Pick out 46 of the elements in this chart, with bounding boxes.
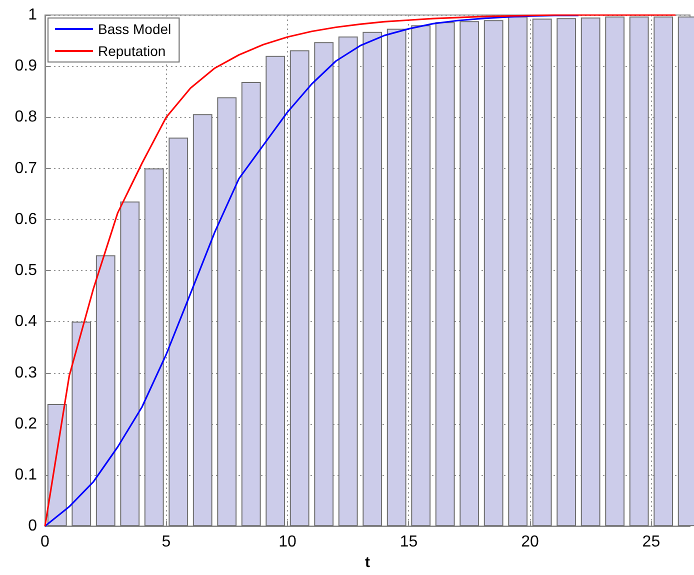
bar: [386, 28, 406, 526]
bar: [338, 36, 358, 526]
bar: [96, 255, 116, 526]
bar: [290, 50, 310, 526]
bar: [144, 168, 164, 526]
x-tick-label: 20: [521, 534, 539, 551]
legend-label: Reputation: [98, 43, 166, 59]
bar: [411, 25, 431, 526]
bar: [654, 16, 674, 526]
legend-label: Bass Model: [98, 21, 172, 37]
x-tick-label: 15: [400, 534, 418, 551]
bar: [460, 21, 480, 526]
x-axis-title: t: [365, 554, 370, 571]
bar: [72, 322, 92, 526]
y-tick-label: 0.6: [14, 210, 38, 228]
y-tick-label: 0.7: [14, 160, 38, 177]
bar: [362, 32, 382, 526]
bar: [47, 404, 67, 526]
y-tick-label: 0.8: [14, 108, 38, 126]
bar: [217, 97, 237, 526]
bar: [168, 138, 188, 526]
bar: [629, 16, 649, 526]
x-tick-label: 10: [278, 534, 296, 551]
bar: [508, 16, 528, 526]
y-tick-label: 0.5: [14, 262, 38, 280]
y-tick-label: 0.1: [14, 466, 38, 484]
y-tick-label: 0.2: [14, 415, 38, 432]
y-tick-label: 0.3: [14, 364, 38, 382]
bar: [556, 18, 576, 526]
bar: [435, 22, 455, 526]
x-tick-label: 5: [162, 534, 171, 551]
bar: [120, 202, 140, 526]
bar: [484, 20, 504, 526]
bar: [192, 114, 212, 526]
y-tick-label: 0.4: [14, 313, 38, 330]
bar: [532, 18, 552, 526]
y-tick-label: 0.9: [14, 58, 38, 75]
y-tick-label: 0: [28, 518, 38, 535]
x-tick-label: 0: [40, 534, 50, 551]
x-tick-label: 25: [642, 534, 660, 551]
y-tick-label: 1: [28, 6, 38, 24]
bar: [241, 82, 261, 526]
bar: [266, 56, 286, 526]
bar: [605, 16, 625, 526]
bar: [580, 18, 600, 526]
bar: [314, 42, 334, 526]
